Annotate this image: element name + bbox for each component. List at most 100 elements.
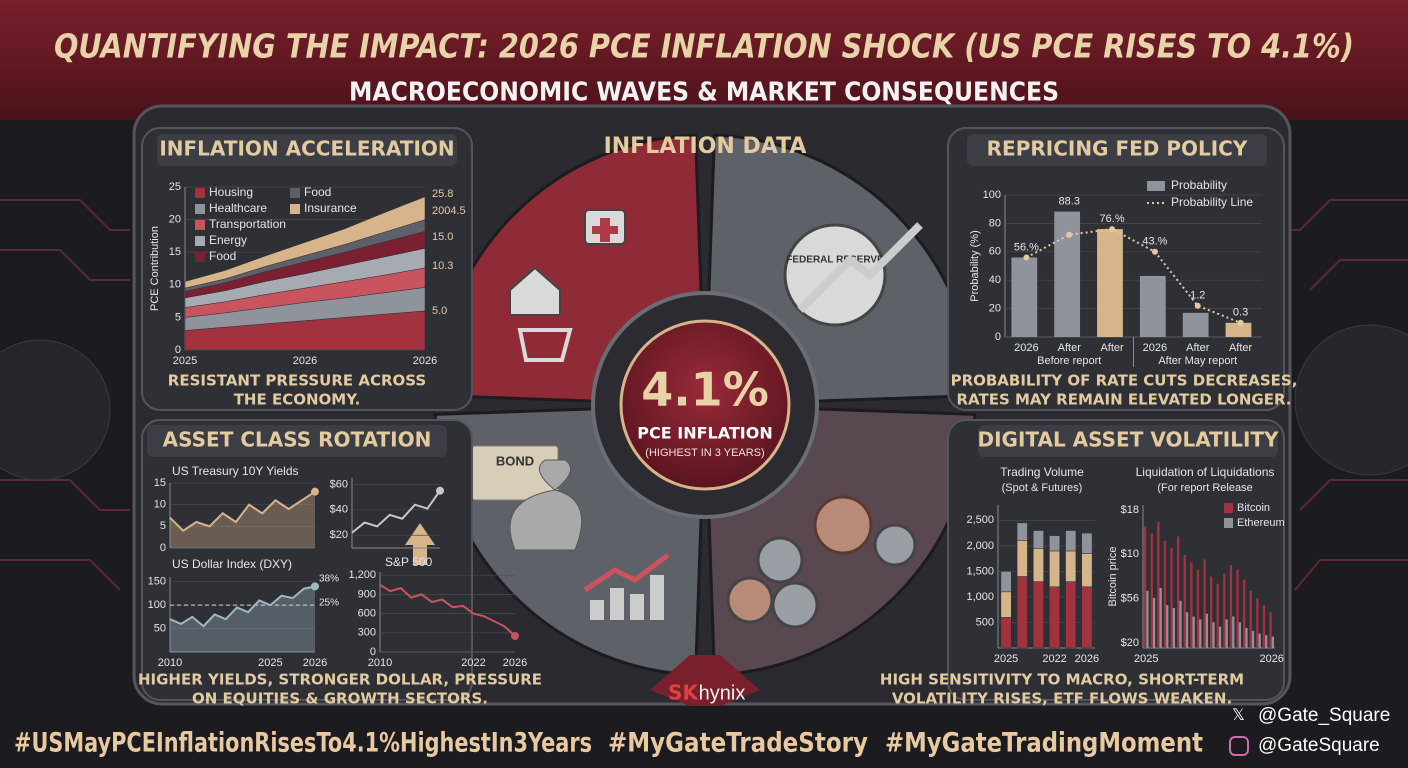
x-tick-label: After xyxy=(1229,342,1253,354)
hashtag: #USMayPCEInflationRisesTo4.1%HighestIn3Y… xyxy=(14,728,592,759)
x-tick-label: 2022 xyxy=(1042,653,1066,665)
brand-name: hynix xyxy=(699,682,746,704)
x-tick-label: 2026 xyxy=(413,355,437,367)
brand-sk: SK xyxy=(668,681,699,705)
bar-segment xyxy=(1065,550,1077,582)
bar xyxy=(1229,565,1233,648)
line xyxy=(379,583,516,637)
line-fill xyxy=(170,586,315,652)
legend-label: Insurance xyxy=(304,201,357,215)
growth-icon xyxy=(583,553,670,620)
legend-label: Transportation xyxy=(209,217,286,231)
bar xyxy=(1097,229,1123,337)
x-tick-label: After xyxy=(1058,342,1082,354)
up-arrow xyxy=(405,523,435,565)
bar xyxy=(1245,627,1248,648)
core xyxy=(619,319,791,491)
area-layer xyxy=(184,196,426,289)
annotation: 0.3 xyxy=(1233,307,1248,319)
bar xyxy=(1172,607,1176,648)
bar xyxy=(1232,616,1235,648)
seal-text: FEDERAL RESERVE xyxy=(786,255,884,266)
x-tick-label: 2025 xyxy=(173,355,197,367)
end-point xyxy=(436,486,444,495)
line-point xyxy=(1023,254,1030,261)
annotation: 56.% xyxy=(1014,241,1039,253)
bar-segment xyxy=(1000,591,1012,618)
y-tick-label: 15 xyxy=(169,246,181,258)
bar-segment xyxy=(1049,586,1061,649)
x-tick-label: 2025 xyxy=(258,657,282,669)
bar-segment xyxy=(1016,576,1028,649)
bar xyxy=(1139,275,1166,337)
legend-label: Probability xyxy=(1171,178,1227,192)
bar xyxy=(1190,562,1193,648)
brand-badge xyxy=(650,655,760,706)
panel-title: INFLATION ACCELERATION xyxy=(159,137,454,161)
line-fill xyxy=(170,491,315,548)
legend-swatch xyxy=(195,188,205,198)
bar xyxy=(1146,590,1149,648)
legend-label: Healthcare xyxy=(209,201,267,215)
fed-seal: FEDERAL RESERVE xyxy=(783,222,923,327)
bar-segment xyxy=(1081,553,1093,587)
chart-title: US Treasury 10Y Yields xyxy=(172,464,299,478)
y-tick-label: 900 xyxy=(358,588,376,600)
x-tick-label: 2026 xyxy=(293,355,317,367)
annotation: 15.0 xyxy=(432,231,453,243)
header-band xyxy=(0,0,1408,120)
chart-title: S&P 500 xyxy=(385,555,432,569)
y-tick-label: 60 xyxy=(989,246,1001,258)
y-tick-label: $20 xyxy=(330,529,348,541)
annotation: 38% xyxy=(319,574,339,585)
bar xyxy=(1251,630,1255,648)
bar xyxy=(1249,590,1252,648)
legend-swatch xyxy=(1147,181,1165,191)
bar xyxy=(1225,322,1252,337)
legend-label: Probability Line xyxy=(1171,195,1253,209)
panel-caption: RATES MAY REMAIN ELEVATED LONGER. xyxy=(956,391,1291,409)
panel-caption: VOLATILITY RISES, ETF FLOWS WEAKEN. xyxy=(892,690,1232,708)
y-tick-label: $60 xyxy=(330,478,348,490)
panel-caption: RESISTANT PRESSURE ACROSS xyxy=(168,372,426,390)
legend-swatch xyxy=(195,204,205,214)
bar-segment xyxy=(1065,581,1077,649)
panels xyxy=(141,127,1285,701)
line-point xyxy=(1194,302,1201,309)
x-icon: 𝕏 xyxy=(1232,707,1245,724)
bar xyxy=(1143,526,1147,648)
y-tick-label: 0 xyxy=(995,331,1001,343)
bar-segment xyxy=(1032,581,1044,649)
bar xyxy=(1182,312,1209,337)
panel-caption: PROBABILITY OF RATE CUTS DECREASES, xyxy=(951,372,1298,390)
bar-segment xyxy=(1049,550,1061,587)
bar xyxy=(1179,600,1182,648)
y-axis-label: Probability (%) xyxy=(969,230,981,302)
x-tick-label: 2026 xyxy=(503,657,527,669)
bar xyxy=(1216,583,1219,648)
subtitle: MACROECONOMIC WAVES & MARKET CONSEQUENCE… xyxy=(349,78,1059,108)
bar xyxy=(1271,636,1275,648)
annotation: 5.0 xyxy=(432,305,447,317)
annotation: 10.3 xyxy=(432,260,453,272)
bar xyxy=(1011,257,1038,337)
hashtag: #MyGateTradingMoment xyxy=(885,728,1203,759)
bar xyxy=(1262,605,1266,648)
y-tick-label: 10 xyxy=(169,279,181,291)
bar xyxy=(1185,612,1189,648)
legend-swatch xyxy=(195,220,205,230)
x-tick-label: 2026 xyxy=(1075,653,1099,665)
bar xyxy=(1199,619,1202,648)
y-tick-label: $10 xyxy=(1121,548,1139,560)
bar xyxy=(1183,555,1186,648)
y-axis-label: PCE Contribution xyxy=(149,226,161,311)
y-tick-label: 20 xyxy=(169,214,181,226)
legend-swatch xyxy=(290,204,300,214)
bar xyxy=(1265,635,1268,648)
line-point xyxy=(1237,319,1244,326)
panel-caption: HIGH SENSITIVITY TO MACRO, SHORT-TERM xyxy=(880,671,1244,689)
bar-segment xyxy=(1049,535,1061,552)
annotation: 76.% xyxy=(1100,213,1125,225)
legend-label: Housing xyxy=(209,185,253,199)
